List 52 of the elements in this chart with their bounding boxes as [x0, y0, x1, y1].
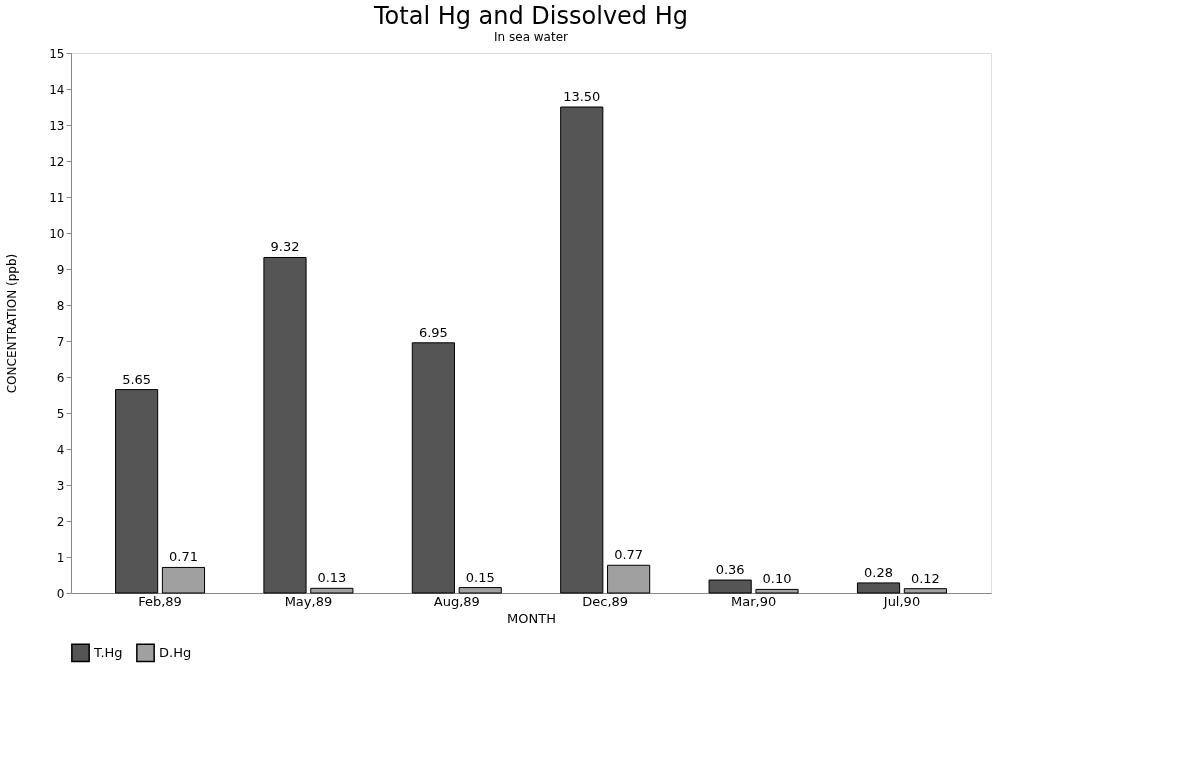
x-tick-label: Mar,90 [730, 593, 777, 609]
data-label: 0.36 [715, 562, 745, 578]
bar [560, 106, 604, 594]
x-axis-title: MONTH [507, 610, 556, 626]
y-tick-label: 2 [56, 514, 65, 529]
x-tick-label: Dec,89 [582, 593, 629, 609]
bar [411, 342, 455, 594]
data-label: 0.28 [864, 564, 894, 580]
data-label: 0.13 [317, 570, 347, 586]
y-tick-label: 13 [49, 118, 65, 133]
data-label: 13.50 [563, 89, 601, 104]
chart-subtitle: In sea water [494, 30, 569, 44]
y-tick-label: 1 [56, 550, 65, 565]
data-label: 0.15 [465, 569, 495, 585]
bar [115, 389, 159, 594]
y-tick-label: 14 [49, 82, 65, 97]
y-tick-label: 12 [49, 154, 65, 169]
data-label: 5.65 [122, 371, 152, 387]
bar [310, 587, 354, 594]
bar [856, 582, 901, 594]
data-label: 0.77 [614, 547, 644, 563]
bar [263, 256, 307, 594]
data-label: 9.32 [270, 239, 300, 255]
chart-title: Total Hg and Dissolved Hg [373, 2, 688, 30]
data-label: 6.95 [418, 324, 448, 340]
data-label: 0.10 [762, 571, 792, 587]
y-tick-label: 9 [56, 262, 65, 277]
y-tick-label: 7 [56, 334, 65, 349]
data-label: 0.71 [168, 549, 198, 565]
y-tick-label: 3 [56, 478, 65, 493]
bar [755, 588, 799, 594]
y-tick-label: 8 [56, 298, 65, 313]
data-label: 0.12 [910, 570, 940, 586]
y-axis-title: CONCENTRATION (ppb) [5, 253, 20, 394]
x-tick-label: Jul,90 [882, 593, 921, 609]
x-tick-label: May,89 [284, 593, 333, 609]
y-tick-label: 5 [56, 406, 65, 421]
bar [607, 564, 651, 594]
bar [903, 588, 947, 594]
y-tick-label: 4 [56, 442, 65, 457]
y-tick-label: 0 [56, 586, 65, 601]
y-tick-label: 10 [49, 226, 65, 241]
y-tick-label: 11 [49, 190, 65, 205]
legend-label: T.Hg [93, 644, 123, 660]
y-tick-label: 15 [49, 46, 65, 61]
bar [161, 566, 206, 594]
legend-label: D.Hg [159, 644, 192, 660]
bar [708, 579, 752, 594]
x-tick-label: Aug,89 [433, 593, 480, 609]
bar [458, 587, 502, 594]
y-tick-label: 6 [56, 370, 65, 385]
x-tick-label: Feb,89 [138, 593, 182, 609]
